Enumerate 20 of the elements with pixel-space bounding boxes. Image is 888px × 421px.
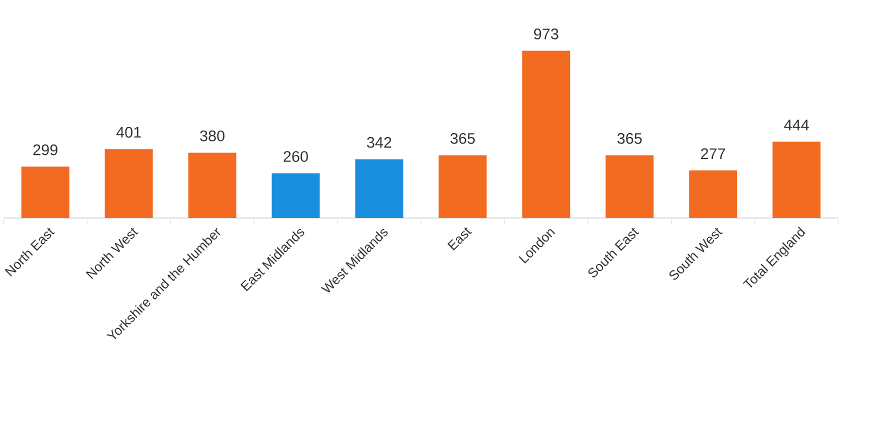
data-label: 260 <box>284 150 308 162</box>
data-label: 342 <box>367 136 392 148</box>
bar <box>606 155 654 218</box>
bar <box>689 170 738 218</box>
bar <box>188 152 236 218</box>
bar <box>21 166 70 218</box>
data-label: 380 <box>200 130 224 142</box>
data-label: 365 <box>617 132 642 144</box>
bar <box>272 173 320 218</box>
bar <box>772 142 821 218</box>
bar <box>104 148 153 218</box>
data-label: 444 <box>784 120 809 130</box>
bar <box>438 155 487 218</box>
data-label: 277 <box>701 148 726 159</box>
data-label: 973 <box>534 28 558 40</box>
bar <box>522 50 570 218</box>
bar <box>355 159 404 218</box>
data-label: 365 <box>450 132 475 144</box>
data-label: 401 <box>116 126 141 138</box>
data-label: 299 <box>33 144 58 156</box>
